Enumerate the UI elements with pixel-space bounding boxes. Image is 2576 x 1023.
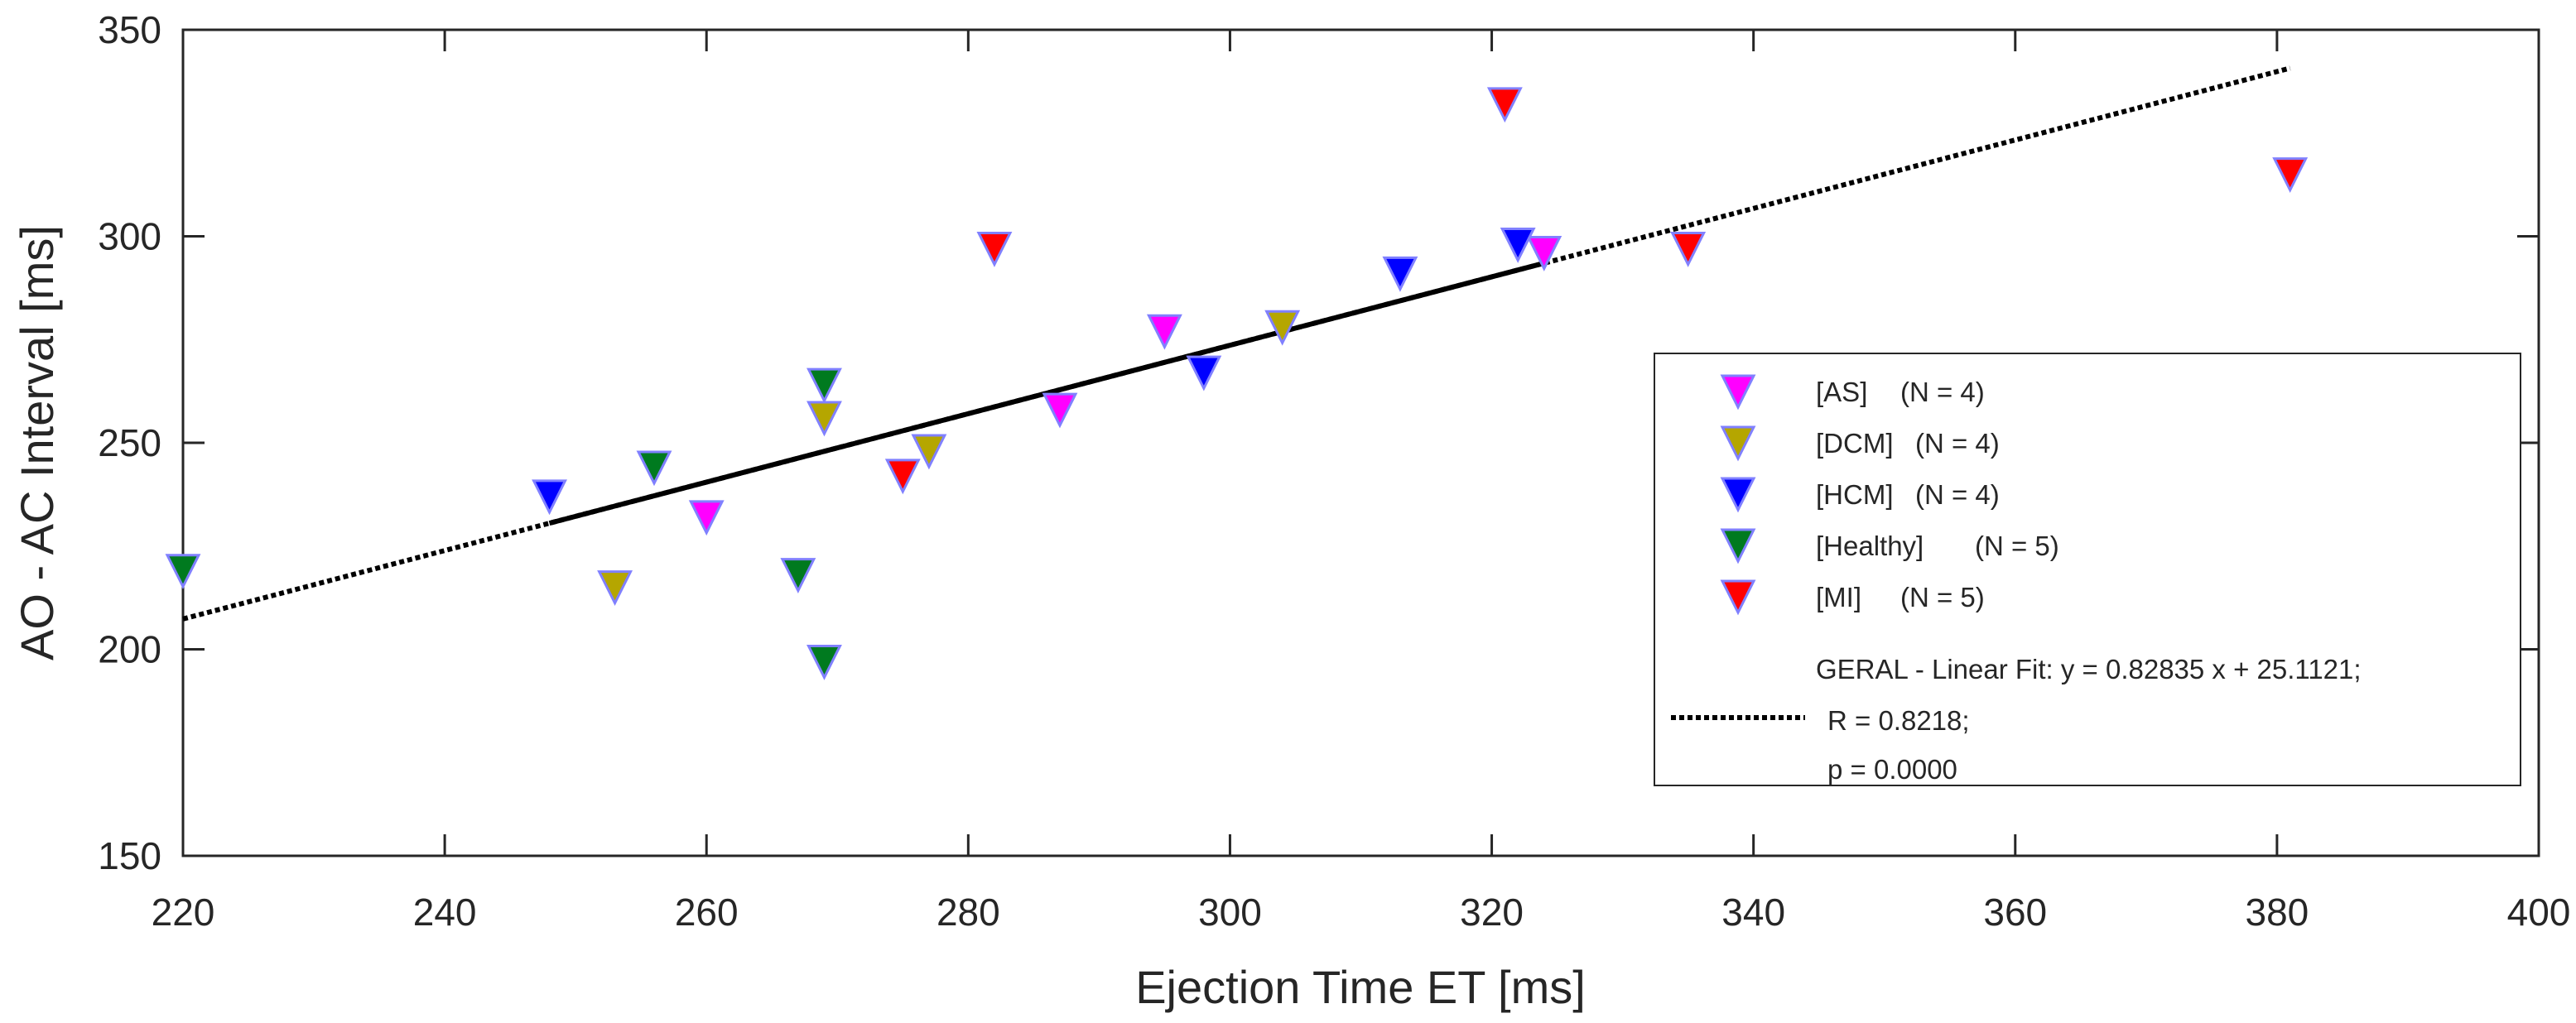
x-tick-label: 360 bbox=[1983, 891, 2047, 934]
legend-entries: [AS] (N = 4)[DCM] (N = 4)[HCM] (N = 4)[Heal… bbox=[1720, 374, 2059, 616]
point-mi bbox=[2272, 157, 2309, 194]
legend-count-hcm: (N = 4) bbox=[1915, 479, 2000, 510]
point-dcm bbox=[911, 434, 947, 470]
point-healthy bbox=[780, 558, 816, 594]
legend-count-healthy: (N = 5) bbox=[1975, 531, 2059, 561]
point-hcm bbox=[532, 479, 567, 516]
y-tick-label: 350 bbox=[98, 8, 161, 51]
point-mi bbox=[1486, 87, 1523, 123]
point-healthy bbox=[636, 450, 672, 487]
y-tick-label: 200 bbox=[98, 628, 161, 671]
legend-label-as: [AS] bbox=[1816, 377, 1867, 407]
y-tick-label: 150 bbox=[98, 834, 161, 877]
point-hcm bbox=[1500, 227, 1536, 263]
y-tick-label: 300 bbox=[98, 215, 161, 258]
legend-label-healthy: [Healthy] bbox=[1816, 531, 1924, 561]
x-axis: 220 240 260 280 300 320 340 360 380 400 bbox=[152, 30, 2571, 934]
legend-count-as: (N = 4) bbox=[1900, 377, 1985, 407]
legend-fit-label: GERAL - Linear Fit: y = 0.82835 x + 25.1… bbox=[1816, 654, 2362, 684]
point-mi bbox=[884, 459, 921, 495]
legend-marker-healthy bbox=[1720, 528, 1756, 564]
point-healthy bbox=[807, 644, 842, 680]
point-healthy bbox=[807, 367, 842, 404]
y-tick-label: 250 bbox=[98, 421, 161, 464]
point-mi bbox=[1670, 231, 1707, 267]
y-axis: 150 200 250 300 350 bbox=[98, 8, 2539, 877]
legend-label-dcm: [DCM] bbox=[1816, 428, 1894, 459]
legend-marker-hcm bbox=[1720, 477, 1756, 513]
legend-marker-as bbox=[1720, 374, 1756, 411]
x-tick-label: 280 bbox=[937, 891, 1000, 934]
x-tick-label: 320 bbox=[1460, 891, 1524, 934]
legend-marker-dcm bbox=[1720, 425, 1756, 462]
x-axis-title: Ejection Time ET [ms] bbox=[1135, 961, 1586, 1013]
legend-marker-mi bbox=[1720, 579, 1756, 616]
legend: [AS] (N = 4)[DCM] (N = 4)[HCM] (N = 4)[Heal… bbox=[1654, 353, 2521, 786]
x-tick-label: 340 bbox=[1721, 891, 1785, 934]
legend-label-hcm: [HCM] bbox=[1816, 479, 1894, 510]
legend-fit-r: R = 0.8218; bbox=[1827, 705, 1970, 736]
legend-count-mi: (N = 5) bbox=[1900, 582, 1985, 612]
x-tick-label: 220 bbox=[152, 891, 215, 934]
point-as bbox=[1146, 314, 1182, 350]
x-tick-label: 300 bbox=[1198, 891, 1262, 934]
x-tick-label: 400 bbox=[2507, 891, 2571, 934]
point-hcm bbox=[1382, 256, 1418, 292]
legend-count-dcm: (N = 4) bbox=[1915, 428, 2000, 459]
legend-box bbox=[1654, 353, 2521, 786]
legend-fit-p: p = 0.0000 bbox=[1827, 754, 1957, 785]
y-axis-title: AO - AC Interval [ms] bbox=[11, 225, 63, 660]
data-markers bbox=[165, 87, 2309, 680]
point-hcm bbox=[1186, 355, 1222, 391]
x-tick-label: 260 bbox=[675, 891, 739, 934]
x-tick-label: 240 bbox=[413, 891, 477, 934]
point-as bbox=[1526, 235, 1562, 271]
point-as bbox=[1042, 392, 1078, 429]
point-dcm bbox=[1264, 310, 1301, 346]
point-healthy bbox=[165, 554, 201, 590]
point-as bbox=[688, 500, 725, 536]
legend-label-mi: [MI] bbox=[1816, 582, 1861, 612]
point-dcm bbox=[597, 570, 633, 607]
x-tick-label: 380 bbox=[2246, 891, 2309, 934]
point-mi bbox=[976, 231, 1013, 267]
